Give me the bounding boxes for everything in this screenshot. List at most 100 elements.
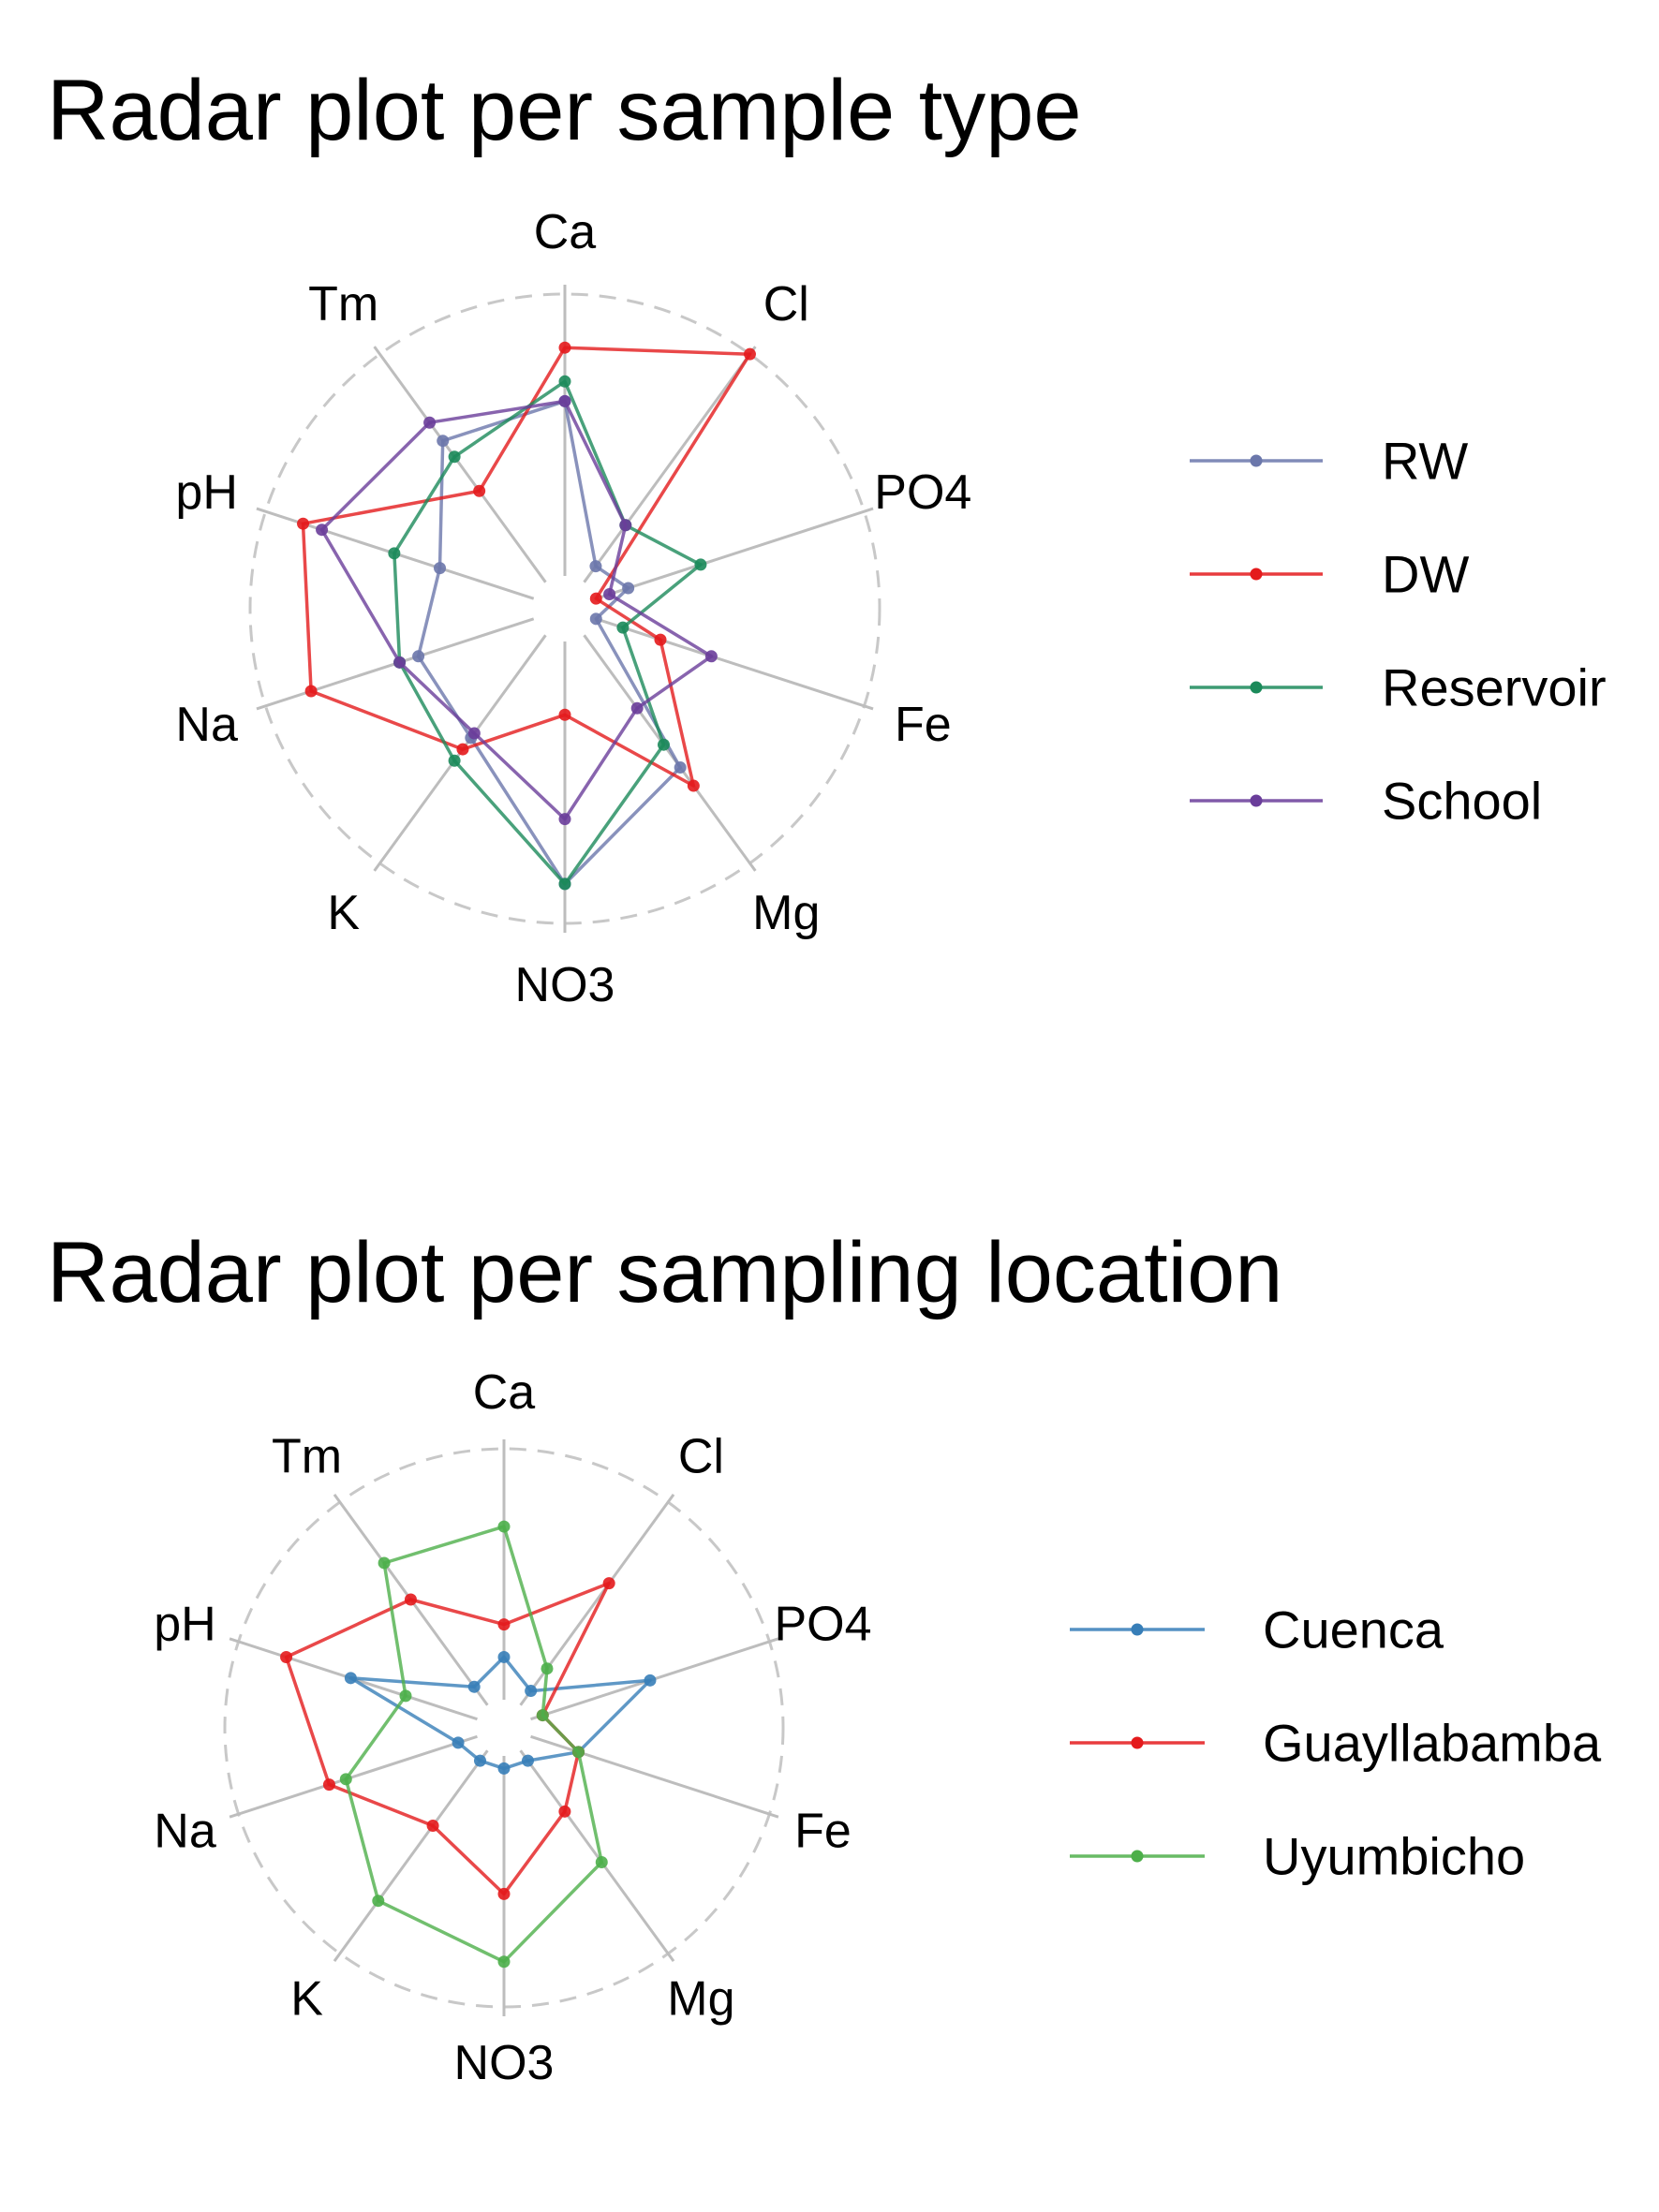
- data-point-dw-mg: [687, 779, 700, 792]
- data-point-rw-na: [412, 650, 425, 663]
- legend-label-rw: RW: [1382, 432, 1468, 491]
- legend-marker-cuenca: [1131, 1623, 1144, 1636]
- data-point-school-k: [467, 727, 481, 740]
- data-point-rw-fe: [589, 612, 602, 626]
- axis-label-tm: Tm: [272, 1429, 342, 1483]
- axis-label-mg: Mg: [752, 886, 820, 940]
- data-point-school-po4: [603, 588, 616, 601]
- spoke-mg: [519, 1749, 675, 1963]
- axis-label-ca: Ca: [534, 205, 597, 259]
- data-point-school-na: [393, 656, 407, 669]
- data-point-dw-fe: [654, 633, 667, 646]
- data-point-reservoir-ph: [388, 547, 401, 560]
- data-point-guayllabamba-k: [426, 1819, 439, 1832]
- legend-label-cuenca: Cuenca: [1263, 1600, 1444, 1659]
- spoke-k: [333, 1749, 489, 1963]
- data-point-reservoir-tm: [448, 450, 461, 464]
- data-point-dw-k: [456, 743, 469, 756]
- axis-label-k: K: [290, 1972, 323, 2027]
- spoke-fe: [595, 617, 874, 711]
- data-point-guayllabamba-na: [322, 1778, 335, 1792]
- data-point-cuenca-cl: [525, 1685, 538, 1698]
- axis-label-na: Na: [175, 698, 238, 752]
- spoke-na: [229, 1734, 478, 1819]
- chart-title-sample-type: Radar plot per sample type: [47, 63, 1082, 158]
- data-point-cuenca-no3: [497, 1762, 511, 1775]
- data-point-school-no3: [558, 813, 571, 826]
- data-point-rw-cl: [589, 560, 602, 573]
- data-point-cuenca-na: [452, 1736, 465, 1749]
- axis-label-no3: NO3: [454, 2036, 555, 2090]
- data-point-cuenca-ph: [344, 1672, 357, 1685]
- data-point-cuenca-tm: [467, 1680, 481, 1693]
- spoke-cl: [519, 1493, 675, 1706]
- data-point-dw-po4: [589, 592, 602, 605]
- legend-label-dw: DW: [1382, 545, 1469, 604]
- series-line-uyumbicho: [344, 1525, 604, 1964]
- data-point-dw-ph: [297, 517, 310, 530]
- data-point-uyumbicho-ca: [497, 1520, 511, 1533]
- data-point-dw-cl: [743, 347, 756, 361]
- axis-label-po4: PO4: [774, 1597, 871, 1651]
- data-point-cuenca-k: [473, 1754, 486, 1767]
- legend-marker-rw: [1250, 454, 1263, 467]
- data-point-reservoir-fe: [616, 621, 630, 634]
- legend-marker-guayllabamba: [1131, 1736, 1144, 1749]
- data-point-school-ca: [558, 394, 571, 407]
- data-point-uyumbicho-tm: [378, 1556, 391, 1570]
- data-point-school-cl: [619, 519, 632, 532]
- data-point-uyumbicho-po4: [536, 1709, 549, 1722]
- spoke-cl: [583, 346, 757, 583]
- axis-label-ph: pH: [175, 465, 237, 520]
- spoke-po4: [595, 507, 874, 600]
- data-point-guayllabamba-ca: [497, 1618, 511, 1631]
- series-line-guayllabamba: [284, 1581, 611, 1896]
- legend-label-guayllabamba: Guayllabamba: [1263, 1714, 1602, 1773]
- axis-label-fe: Fe: [794, 1805, 852, 1859]
- axis-label-no3: NO3: [515, 958, 615, 1012]
- data-point-uyumbicho-ph: [399, 1689, 412, 1703]
- data-point-cuenca-mg: [522, 1754, 535, 1767]
- axis-label-cl: Cl: [763, 277, 809, 332]
- axis-label-cl: Cl: [678, 1429, 724, 1483]
- spoke-mg: [583, 634, 757, 872]
- data-point-uyumbicho-na: [339, 1773, 352, 1786]
- data-point-rw-tm: [437, 435, 450, 448]
- data-point-guayllabamba-tm: [404, 1593, 417, 1606]
- axis-label-mg: Mg: [667, 1972, 734, 2027]
- data-point-uyumbicho-fe: [572, 1746, 585, 1759]
- chart-title-sampling-location: Radar plot per sampling location: [47, 1225, 1283, 1320]
- data-point-guayllabamba-ph: [280, 1650, 293, 1663]
- axis-label-tm: Tm: [308, 277, 378, 332]
- data-point-school-mg: [630, 701, 644, 715]
- data-point-guayllabamba-mg: [558, 1805, 571, 1818]
- data-point-dw-no3: [558, 708, 571, 721]
- data-point-rw-ph: [434, 562, 447, 575]
- data-point-uyumbicho-cl: [541, 1662, 554, 1675]
- axis-label-fe: Fe: [895, 698, 952, 752]
- data-point-cuenca-po4: [644, 1674, 657, 1687]
- data-point-guayllabamba-no3: [497, 1887, 511, 1900]
- data-point-rw-mg: [674, 761, 687, 774]
- series-line-cuenca: [348, 1655, 652, 1771]
- radar-chart-sample-type: Ca Cl PO4 Fe Mg NO3 K Na pH Tm RW DW Reservoir School: [175, 205, 1607, 1012]
- data-point-cuenca-ca: [497, 1650, 511, 1663]
- legend-label-school: School: [1382, 772, 1542, 831]
- data-point-reservoir-mg: [657, 738, 670, 751]
- legend-marker-dw: [1250, 568, 1263, 581]
- data-point-rw-po4: [622, 582, 635, 595]
- axis-label-ph: pH: [154, 1597, 215, 1651]
- data-point-dw-na: [304, 685, 318, 698]
- data-point-school-ph: [316, 524, 329, 537]
- spoke-fe: [530, 1734, 779, 1819]
- legend-marker-reservoir: [1250, 681, 1263, 694]
- data-point-school-tm: [423, 416, 437, 429]
- legend-marker-uyumbicho: [1131, 1850, 1144, 1863]
- axis-label-k: K: [327, 886, 360, 940]
- data-point-reservoir-no3: [558, 877, 571, 891]
- legend-label-reservoir: Reservoir: [1382, 658, 1607, 717]
- axis-label-ca: Ca: [473, 1365, 536, 1420]
- data-point-reservoir-ca: [558, 375, 571, 388]
- legend-marker-school: [1250, 794, 1263, 807]
